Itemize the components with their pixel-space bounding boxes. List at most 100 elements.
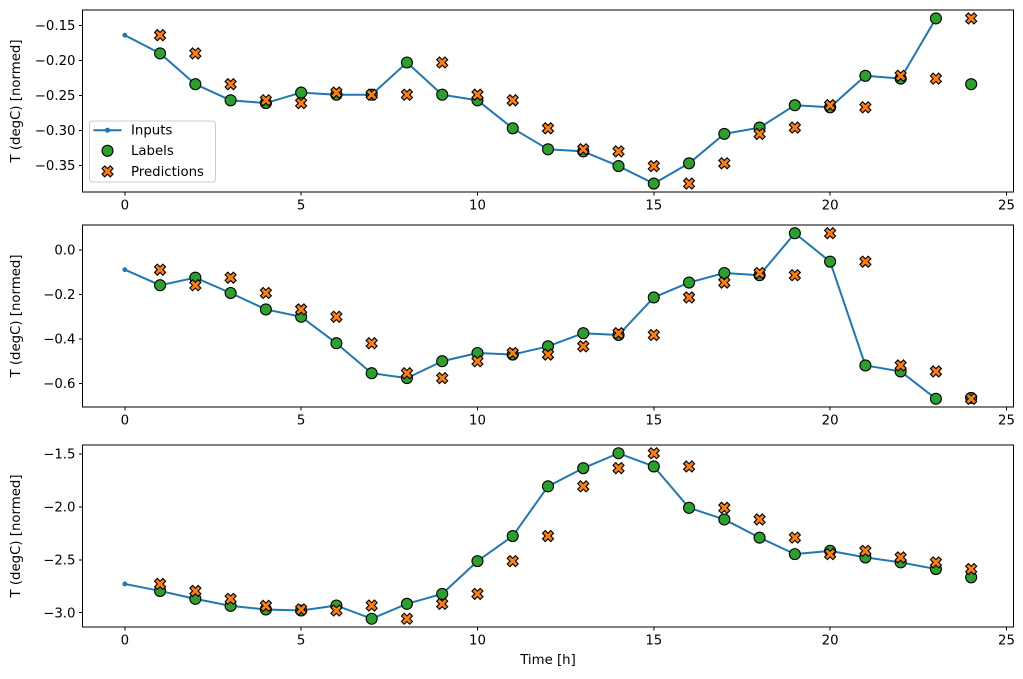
subplot-1: 0 5 10 15 20 25 −0.15 −0.20 −0.25 −0.30 −0.35: [35, 9, 1015, 214]
prediction-x-marker: [859, 544, 872, 558]
x-tick-label: 25: [998, 199, 1015, 214]
prediction-x-marker: [435, 371, 449, 385]
prediction-x-marker: [224, 592, 237, 606]
prediction-x-marker: [576, 480, 590, 493]
label-circle-marker: [929, 392, 942, 405]
subplot-2: 0 5 10 15 20 25 0.0 −0.2 −0.4 −0.6: [43, 224, 1015, 429]
axes-frame: [82, 9, 1014, 193]
label-circle-marker: [753, 531, 766, 544]
x-tick-label: 10: [469, 634, 486, 649]
prediction-x-marker: [823, 98, 837, 112]
x-tick-label: 10: [469, 199, 486, 214]
prediction-x-marker: [682, 177, 696, 190]
prediction-x-marker: [506, 554, 520, 568]
y-axis-label-1: T (degC) [normed]: [9, 39, 24, 163]
x-tick-label: 20: [822, 199, 839, 214]
x-tick-label: 15: [645, 414, 662, 429]
prediction-x-marker: [330, 310, 343, 324]
label-circle-marker: [506, 530, 519, 543]
labels-markers: [154, 227, 978, 405]
label-circle-marker: [295, 86, 308, 99]
label-circle-marker: [436, 587, 449, 600]
prediction-x-marker: [647, 159, 661, 173]
prediction-x-marker: [189, 584, 202, 598]
label-circle-marker: [154, 279, 167, 292]
prediction-x-marker: [259, 599, 273, 613]
prediction-x-marker: [929, 365, 943, 378]
prediction-x-marker: [718, 157, 731, 170]
axes-frame: [82, 444, 1014, 628]
prediction-x-marker: [224, 271, 237, 284]
prediction-x-marker: [647, 446, 661, 460]
prediction-x-marker: [365, 88, 378, 101]
prediction-x-marker: [964, 392, 978, 406]
prediction-x-marker: [153, 263, 167, 276]
prediction-x-marker: [718, 501, 731, 515]
y-axis: 0.0 −0.2 −0.4 −0.6: [43, 244, 83, 392]
subplots: 0 5 10 15 20 25−0.15−0.20−0.25−0.30−0.350 5 10 1…: [35, 9, 1015, 649]
prediction-x-marker: [153, 577, 167, 591]
prediction-x-marker: [400, 366, 414, 380]
prediction-x-marker: [894, 69, 907, 83]
label-circle-marker: [788, 548, 801, 561]
prediction-x-marker: [259, 286, 273, 300]
label-circle-marker: [400, 56, 413, 69]
y-axis-label-3: T (degC) [normed]: [9, 474, 24, 598]
y-tick-label: −2.5: [43, 553, 75, 568]
label-circle-marker: [189, 78, 202, 91]
legend: Inputs Labels Predictions: [89, 120, 216, 183]
x-tick-label: 25: [998, 414, 1015, 429]
prediction-x-marker: [365, 336, 378, 350]
prediction-x-marker: [964, 12, 978, 25]
y-tick-label: −0.30: [35, 124, 76, 139]
y-axis: −0.15 −0.20 −0.25 −0.30 −0.35: [35, 19, 83, 174]
prediction-x-marker: [718, 276, 731, 289]
prediction-x-marker: [365, 599, 378, 612]
y-tick-label: −1.5: [43, 448, 75, 463]
inputs-path: [123, 17, 937, 185]
prediction-x-marker: [823, 226, 837, 240]
x-tick-label: 25: [998, 634, 1015, 649]
prediction-x-marker: [153, 28, 167, 42]
legend-predictions-marker-sample: [101, 165, 114, 178]
subplot-3: 0 5 10 15 20 25 −1.5 −2.0 −2.5 −3.0: [43, 444, 1015, 649]
label-circle-marker: [647, 460, 660, 473]
legend-inputs-label: Inputs: [131, 124, 172, 139]
prediction-x-marker: [753, 266, 766, 280]
labels-markers: [154, 447, 978, 625]
inputs-line: [122, 450, 939, 622]
label-circle-marker: [718, 266, 731, 280]
x-tick-label: 0: [121, 199, 129, 214]
label-circle-marker: [506, 122, 519, 135]
legend-box: [89, 120, 216, 183]
prediction-x-marker: [964, 562, 978, 576]
y-tick-label: −0.6: [43, 377, 75, 392]
x-tick-label: 5: [297, 414, 305, 429]
prediction-x-marker: [471, 587, 484, 601]
label-circle-marker: [718, 127, 731, 140]
prediction-x-marker: [823, 547, 837, 561]
x-tick-label: 20: [822, 634, 839, 649]
prediction-x-marker: [788, 268, 802, 282]
inputs-line: [122, 230, 939, 402]
predictions-markers: [153, 226, 978, 406]
x-tick-label: 0: [121, 634, 129, 649]
prediction-x-marker: [788, 121, 802, 134]
prediction-x-marker: [894, 551, 907, 564]
prediction-x-marker: [506, 94, 520, 107]
label-circle-marker: [224, 94, 237, 107]
prediction-x-marker: [753, 127, 766, 141]
y-tick-label: −0.2: [43, 288, 75, 303]
x-tick-label: 15: [645, 634, 662, 649]
label-circle-marker: [330, 337, 343, 350]
legend-predictions-label: Predictions: [131, 165, 204, 180]
prediction-x-marker: [576, 143, 590, 156]
x-tick-label: 10: [469, 414, 486, 429]
y-tick-label: −3.0: [43, 606, 75, 621]
y-tick-label: −2.0: [43, 501, 75, 516]
label-circle-marker: [224, 286, 237, 300]
label-circle-marker: [683, 157, 696, 170]
prediction-x-marker: [541, 122, 555, 135]
label-circle-marker: [718, 513, 731, 526]
label-circle-marker: [577, 462, 590, 475]
